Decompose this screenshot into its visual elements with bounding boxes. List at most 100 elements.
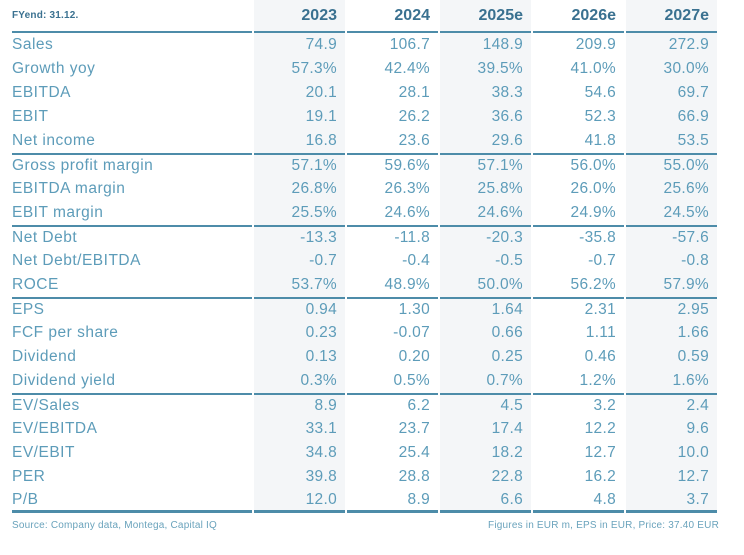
row-label: EPS	[12, 297, 252, 321]
table-row: FCF per share 0.23 -0.07 0.66 1.11 1.66	[12, 321, 717, 345]
row-label: Gross profit margin	[12, 153, 252, 177]
cell: 0.59	[626, 345, 717, 369]
cell: 57.9%	[626, 273, 717, 297]
row-label: Dividend	[12, 348, 77, 365]
cell: -11.8	[347, 225, 438, 249]
cell: 36.6	[440, 105, 531, 129]
row-label: Dividend yield	[12, 372, 116, 389]
cell: 209.9	[575, 36, 616, 53]
cell: 0.7%	[440, 369, 531, 393]
cell: 4.8	[533, 489, 624, 513]
cell: 8.9	[254, 393, 345, 417]
section-balance-sheet: Net Debt -13.3 -11.8 -20.3 -35.8 -57.6 Net Deb…	[12, 225, 717, 297]
cell: 23.6	[398, 132, 430, 149]
table-row: EBITDA margin 26.8% 26.3% 25.8% 26.0% 25.6%	[12, 177, 717, 201]
cell: 24.9%	[570, 204, 616, 221]
column-header-2024: 2024	[347, 0, 438, 33]
table-row: Sales 74.9 106.7 148.9 209.9 272.9	[12, 33, 717, 57]
cell: 19.1	[254, 105, 345, 129]
row-label: EBIT	[12, 108, 49, 125]
cell: 4.5	[440, 393, 531, 417]
row-label: EV/EBITDA	[12, 420, 98, 437]
cell: 56.2%	[570, 276, 616, 293]
cell: 25.6%	[626, 177, 717, 201]
cell: -13.3	[254, 225, 345, 249]
cell: 42.4%	[384, 60, 430, 77]
table-row: P/B 12.0 8.9 6.6 4.8 3.7	[12, 489, 717, 513]
cell: -0.7	[254, 249, 345, 273]
cell: 0.13	[254, 345, 345, 369]
cell: -0.07	[393, 324, 430, 341]
cell: 0.23	[254, 321, 345, 345]
cell: 26.0%	[570, 180, 616, 197]
cell: 69.7	[626, 81, 717, 105]
table-row: EBIT margin 25.5% 24.6% 24.6% 24.9% 24.5%	[12, 201, 717, 225]
cell: -0.5	[440, 249, 531, 273]
table-row: Net income 16.8 23.6 29.6 41.8 53.5	[12, 129, 717, 153]
cell: 50.0%	[440, 273, 531, 297]
cell: 38.3	[440, 81, 531, 105]
cell: 56.0%	[533, 153, 624, 177]
cell: 26.8%	[254, 177, 345, 201]
cell: 9.6	[626, 417, 717, 441]
section-per-share: EPS 0.94 1.30 1.64 2.31 2.95 FCF per share 0.23…	[12, 297, 717, 393]
cell: 24.6%	[440, 201, 531, 225]
row-label: P/B	[12, 489, 252, 513]
cell: 18.2	[440, 441, 531, 465]
cell: 25.4	[398, 444, 430, 461]
cell: 20.1	[254, 81, 345, 105]
row-label: Net income	[12, 132, 96, 149]
cell: 24.6%	[384, 204, 430, 221]
cell: 6.6	[440, 489, 531, 513]
cell: 41.8	[584, 132, 616, 149]
row-label: EBIT margin	[12, 204, 104, 221]
cell: 1.2%	[579, 372, 616, 389]
table-row: Dividend yield 0.3% 0.5% 0.7% 1.2% 1.6%	[12, 369, 717, 393]
cell: 12.7	[626, 465, 717, 489]
table-row: PER 39.8 28.8 22.8 16.2 12.7	[12, 465, 717, 489]
cell: -0.4	[402, 252, 430, 269]
table-footnotes: Source: Company data, Montega, Capital I…	[12, 520, 719, 531]
cell: 28.1	[398, 84, 430, 101]
cell: 57.3%	[254, 57, 345, 81]
cell: 33.1	[254, 417, 345, 441]
cell: 39.5%	[440, 57, 531, 81]
table-row: Dividend 0.13 0.20 0.25 0.46 0.59	[12, 345, 717, 369]
cell: 34.8	[254, 441, 345, 465]
table-row: EV/Sales 8.9 6.2 4.5 3.2 2.4	[12, 393, 717, 417]
cell: 8.9	[347, 489, 438, 513]
table-row: Growth yoy 57.3% 42.4% 39.5% 41.0% 30.0%	[12, 57, 717, 81]
cell: 3.2	[533, 393, 624, 417]
column-header-2023: 2023	[254, 0, 345, 33]
row-label: FCF per share	[12, 324, 119, 341]
row-label: EBITDA	[12, 84, 71, 101]
cell: 55.0%	[626, 153, 717, 177]
cell: 1.30	[347, 297, 438, 321]
cell: 41.0%	[570, 60, 616, 77]
cell: 24.5%	[626, 201, 717, 225]
row-label: PER	[12, 468, 46, 485]
column-header-2027e: 2027e	[626, 0, 717, 33]
section-pnl: Sales 74.9 106.7 148.9 209.9 272.9 Growth yoy 5…	[12, 33, 717, 153]
fiscal-year-end-label: FYend: 31.12.	[12, 0, 252, 33]
column-header-2026e: 2026e	[533, 0, 624, 33]
cell: 23.7	[398, 420, 430, 437]
row-label: Growth yoy	[12, 60, 96, 77]
cell: -0.7	[588, 252, 616, 269]
cell: 12.2	[584, 420, 616, 437]
table-row: EPS 0.94 1.30 1.64 2.31 2.95	[12, 297, 717, 321]
cell: 12.7	[584, 444, 616, 461]
cell: 52.3	[584, 108, 616, 125]
cell: 30.0%	[626, 57, 717, 81]
cell: 106.7	[389, 36, 430, 53]
cell: 59.6%	[347, 153, 438, 177]
cell: 0.20	[398, 348, 430, 365]
cell: 1.6%	[626, 369, 717, 393]
cell: 0.25	[440, 345, 531, 369]
cell: 28.8	[398, 468, 430, 485]
cell: 53.7%	[254, 273, 345, 297]
table-row: EBIT 19.1 26.2 36.6 52.3 66.9	[12, 105, 717, 129]
cell: 57.1%	[254, 153, 345, 177]
section-margins: Gross profit margin 57.1% 59.6% 57.1% 56.0% 5…	[12, 153, 717, 225]
